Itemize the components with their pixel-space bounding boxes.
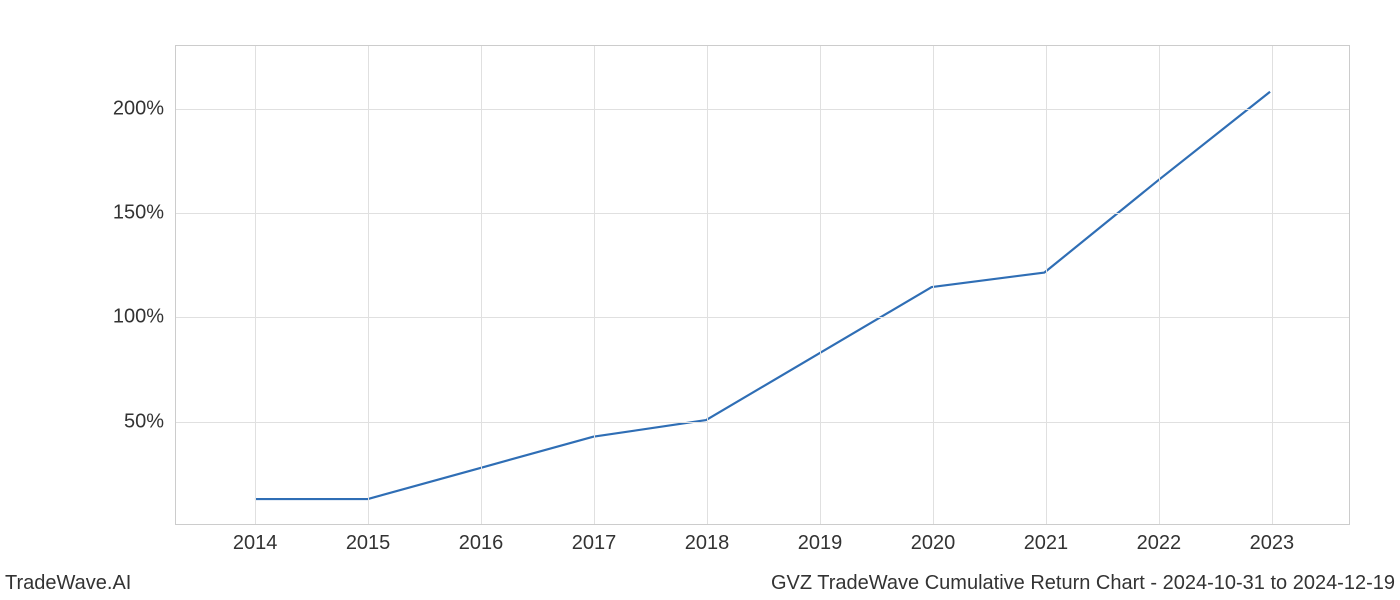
grid-line-vertical [1159, 46, 1160, 524]
grid-line-vertical [933, 46, 934, 524]
x-tick-label: 2019 [798, 532, 843, 555]
plot-area: 2014201520162017201820192020202120222023… [175, 45, 1350, 525]
grid-line-vertical [820, 46, 821, 524]
grid-line-vertical [368, 46, 369, 524]
grid-line-horizontal [176, 109, 1349, 110]
grid-line-vertical [707, 46, 708, 524]
line-chart-svg [176, 46, 1349, 524]
grid-line-vertical [481, 46, 482, 524]
x-tick-label: 2020 [911, 532, 956, 555]
x-tick-label: 2017 [572, 532, 617, 555]
data-line [255, 92, 1270, 499]
grid-line-horizontal [176, 317, 1349, 318]
grid-line-horizontal [176, 422, 1349, 423]
y-tick-label: 200% [113, 97, 164, 120]
x-tick-label: 2016 [459, 532, 504, 555]
y-tick-label: 50% [124, 410, 164, 433]
y-tick-label: 150% [113, 201, 164, 224]
grid-line-vertical [255, 46, 256, 524]
footer-left-text: TradeWave.AI [5, 572, 131, 595]
x-tick-label: 2015 [346, 532, 391, 555]
grid-line-vertical [1272, 46, 1273, 524]
grid-line-vertical [594, 46, 595, 524]
x-tick-label: 2014 [233, 532, 278, 555]
x-tick-label: 2023 [1250, 532, 1295, 555]
x-tick-label: 2022 [1137, 532, 1182, 555]
x-tick-label: 2018 [685, 532, 730, 555]
y-tick-label: 100% [113, 306, 164, 329]
grid-line-vertical [1046, 46, 1047, 524]
grid-line-horizontal [176, 213, 1349, 214]
footer-right-text: GVZ TradeWave Cumulative Return Chart - … [771, 572, 1395, 595]
x-tick-label: 2021 [1024, 532, 1069, 555]
chart-container: 2014201520162017201820192020202120222023… [175, 45, 1350, 525]
